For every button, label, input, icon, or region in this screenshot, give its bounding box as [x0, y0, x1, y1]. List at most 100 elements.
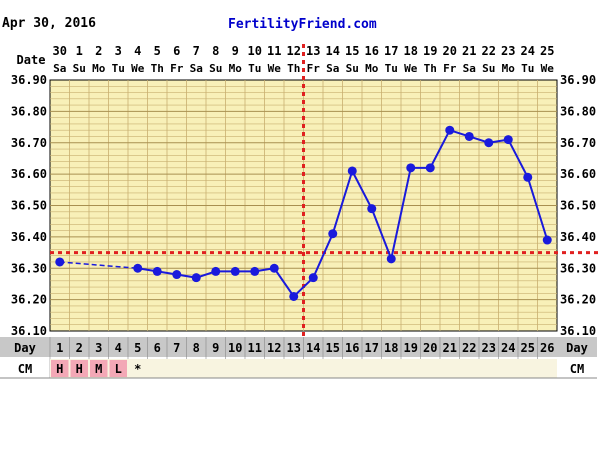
date-label: 5	[154, 44, 161, 58]
weekday-label: We	[131, 62, 145, 75]
data-point	[55, 257, 65, 267]
site-name[interactable]: FertilityFriend.com	[228, 17, 377, 32]
weekday-label: Mo	[365, 62, 379, 75]
weekday-label: Su	[346, 62, 359, 75]
day-row	[0, 337, 597, 357]
date-label: 2	[95, 44, 102, 58]
data-point	[367, 204, 377, 214]
date-label: 23	[501, 44, 515, 58]
weekday-label: We	[404, 62, 418, 75]
weekday-label: Tu	[385, 62, 398, 75]
weekday-label: Sa	[463, 62, 476, 75]
date-label: 11	[267, 44, 281, 58]
data-point	[464, 131, 474, 141]
weekday-label: Sa	[190, 62, 203, 75]
weekday-label: Fr	[170, 62, 184, 75]
y-tick-label-left: 36.90	[11, 73, 47, 87]
weekday-label: Fr	[307, 62, 321, 75]
data-point	[269, 263, 279, 273]
day-row-label-right: Day	[566, 341, 588, 355]
date-label: 16	[365, 44, 379, 58]
date-label: 20	[443, 44, 457, 58]
weekday-label: Mo	[229, 62, 243, 75]
date-label: 8	[212, 44, 219, 58]
y-tick-label-right: 36.50	[560, 199, 596, 213]
day-number: 5	[134, 341, 141, 355]
day-number: 6	[154, 341, 161, 355]
data-point	[133, 263, 143, 273]
cm-value: M	[95, 362, 102, 376]
day-number: 9	[212, 341, 219, 355]
data-point	[503, 135, 513, 145]
cm-cell	[109, 360, 127, 377]
day-number: 12	[267, 341, 281, 355]
y-tick-label-right: 36.10	[560, 324, 596, 338]
day-number: 15	[326, 341, 340, 355]
day-number: 17	[365, 341, 379, 355]
day-number: 4	[115, 341, 122, 355]
y-tick-label-left: 36.10	[11, 324, 47, 338]
data-point	[308, 273, 318, 283]
data-point	[230, 266, 240, 276]
weekday-label: Fr	[443, 62, 457, 75]
y-tick-label-right: 36.20	[560, 293, 596, 307]
data-point	[211, 266, 221, 276]
y-tick-label-left: 36.60	[11, 167, 47, 181]
cm-row-label: CM	[18, 362, 32, 376]
date-label: 13	[306, 44, 320, 58]
series-dashed-segment	[59, 261, 138, 269]
date-label: 10	[248, 44, 262, 58]
date-label: 4	[134, 44, 141, 58]
cm-cell	[90, 360, 108, 377]
day-number: 20	[423, 341, 437, 355]
weekday-label: Mo	[502, 62, 516, 75]
data-point	[425, 163, 435, 173]
date-label: 9	[232, 44, 239, 58]
day-number: 22	[462, 341, 476, 355]
date-label: 22	[482, 44, 496, 58]
cm-value: H	[56, 362, 63, 376]
day-number: 1	[56, 341, 63, 355]
data-point	[386, 254, 396, 264]
data-point	[445, 125, 455, 135]
date-label: 12	[287, 44, 301, 58]
weekday-label: Su	[482, 62, 495, 75]
data-point	[406, 163, 416, 173]
weekday-label: Tu	[521, 62, 534, 75]
day-number: 26	[540, 341, 554, 355]
date-label: 15	[345, 44, 359, 58]
data-point	[289, 291, 299, 301]
y-tick-label-right: 36.80	[560, 104, 596, 118]
data-point	[152, 266, 162, 276]
y-tick-label-left: 36.50	[11, 199, 47, 213]
y-tick-label-right: 36.30	[560, 261, 596, 275]
date-label: 7	[193, 44, 200, 58]
weekday-label: We	[541, 62, 555, 75]
weekday-label: Su	[209, 62, 222, 75]
day-number: 14	[306, 341, 320, 355]
day-number: 7	[173, 341, 180, 355]
day-number: 16	[345, 341, 359, 355]
weekday-label: Th	[151, 62, 164, 75]
date-label: 30	[53, 44, 67, 58]
day-number: 19	[404, 341, 418, 355]
y-tick-label-right: 36.60	[560, 167, 596, 181]
day-number: 2	[76, 341, 83, 355]
day-number: 23	[482, 341, 496, 355]
y-tick-label-right: 36.70	[560, 136, 596, 150]
data-point	[172, 270, 182, 280]
date-row-label: Date	[17, 53, 46, 67]
cm-cell	[70, 360, 88, 377]
data-point	[542, 235, 552, 245]
date-label: 3	[115, 44, 122, 58]
cm-value: L	[115, 362, 122, 376]
weekday-label: Tu	[248, 62, 261, 75]
y-tick-label-left: 36.20	[11, 293, 47, 307]
data-point	[523, 172, 533, 182]
chart-date: Apr 30, 2016	[2, 16, 96, 31]
date-label: 14	[326, 44, 340, 58]
y-tick-label-left: 36.70	[11, 136, 47, 150]
weekday-label: Mo	[92, 62, 106, 75]
date-label: 1	[76, 44, 83, 58]
